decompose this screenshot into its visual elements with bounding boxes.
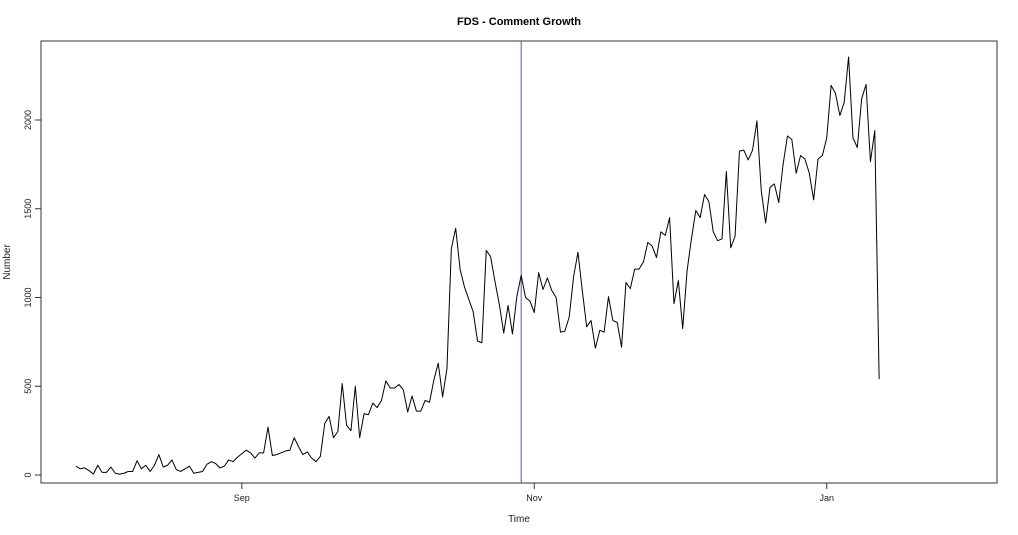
series-line: [75, 56, 880, 475]
chart-title: FDS - Comment Growth: [457, 16, 581, 28]
y-axis-label: Number: [2, 244, 13, 280]
plot-frame: [40, 40, 998, 484]
y-tick-label: 1500: [23, 199, 33, 219]
y-tick-label: 0: [23, 473, 33, 478]
x-tick-label: Nov: [526, 493, 543, 503]
y-tick-label: 500: [23, 379, 33, 394]
series-layer: [75, 56, 880, 475]
x-axis-label: Time: [508, 514, 530, 525]
x-axis: Sep Nov Jan: [234, 483, 834, 503]
y-tick-label: 2000: [23, 110, 33, 130]
y-axis: 0 500 1000 1500 2000: [23, 110, 41, 478]
x-tick-label: Sep: [234, 493, 250, 503]
y-tick-label: 1000: [23, 287, 33, 307]
x-tick-label: Jan: [819, 493, 834, 503]
